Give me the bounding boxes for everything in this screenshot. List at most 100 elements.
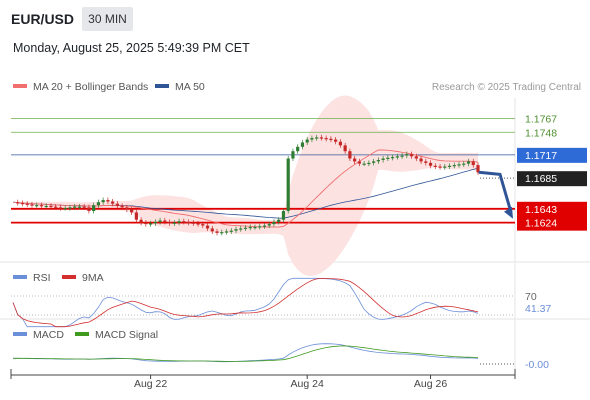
candle-body	[253, 227, 257, 229]
candle-body	[101, 200, 105, 203]
candle-body	[334, 139, 338, 142]
candle-body	[315, 137, 319, 139]
candle-body	[220, 232, 224, 234]
candle-body	[44, 205, 48, 208]
candle-body	[87, 207, 91, 211]
macd-signal-legend-label: MACD Signal	[95, 329, 158, 341]
candle-body	[196, 223, 200, 225]
candle-body	[215, 231, 219, 233]
price-label-1.1643: 1.1643	[525, 204, 557, 216]
candle-body	[92, 205, 96, 211]
candle-body	[20, 202, 25, 205]
datetime-label: Monday, August 25, 2025 5:49:39 PM CET	[13, 41, 250, 55]
candle-body	[281, 210, 286, 220]
candle-body	[149, 223, 153, 225]
candle-body	[296, 146, 300, 152]
candle-body	[49, 205, 53, 208]
candle-body	[462, 163, 466, 165]
candle-body	[324, 138, 328, 140]
candle-body	[25, 203, 29, 205]
price-label-1.1717: 1.1717	[525, 150, 557, 162]
candle-body	[106, 200, 110, 202]
candle-body	[310, 138, 314, 140]
candle-body	[438, 166, 442, 168]
price-label-1.1748: 1.1748	[525, 127, 557, 139]
candle-body	[409, 154, 414, 157]
candle-body	[177, 221, 181, 223]
candle-body	[338, 141, 342, 146]
candle-body	[115, 203, 119, 206]
candle-body	[243, 227, 248, 229]
rsi-70-label: 70	[525, 291, 537, 303]
candle-body	[262, 225, 267, 227]
candle-body	[163, 220, 167, 222]
candle-body	[476, 165, 480, 173]
price-tag-1.1717	[517, 147, 587, 163]
candle-body	[367, 162, 371, 165]
candle-body	[144, 222, 148, 225]
candle-body	[16, 202, 20, 204]
forecast-arrow-icon	[478, 170, 512, 211]
candle-body	[329, 138, 333, 141]
candle-body	[210, 228, 214, 232]
macd-signal-legend-swatch	[75, 332, 89, 336]
candle-body	[452, 165, 456, 167]
candle-body	[457, 164, 461, 166]
candle-body	[201, 224, 205, 226]
last-price-tag	[517, 171, 587, 187]
candle-body	[300, 142, 305, 147]
ma20-legend-label: MA 20 + Bollinger Bands	[33, 81, 148, 93]
candle-body	[158, 220, 162, 222]
candle-body	[319, 137, 324, 139]
candle-body	[424, 161, 428, 163]
candle-body	[248, 227, 252, 229]
candle-body	[167, 221, 172, 224]
candle-body	[186, 221, 191, 224]
timeframe-badge[interactable]: 30 MIN	[82, 7, 133, 31]
candle-body	[153, 221, 157, 224]
price-tag-1.1624	[517, 215, 587, 231]
candle-body	[77, 206, 82, 208]
candle-body	[229, 230, 233, 232]
candle-body	[30, 204, 34, 206]
candle-body	[343, 145, 347, 152]
pair-title: EUR/USD	[11, 11, 75, 27]
rsi-legend-swatch	[13, 275, 27, 279]
ma50-legend-swatch	[155, 84, 169, 88]
candle-body	[447, 165, 452, 167]
candle-body	[395, 156, 399, 158]
forecast-arrowhead-icon	[504, 206, 513, 219]
price-tag-1.1643	[517, 201, 587, 217]
price-label-1.1624: 1.1624	[525, 218, 557, 230]
candle-body	[82, 206, 86, 208]
candle-body	[182, 221, 186, 223]
candle-body	[68, 207, 72, 209]
candle-body	[139, 219, 143, 223]
macd-legend-label: MACD	[33, 329, 64, 341]
candle-body	[130, 209, 134, 213]
candle-body	[277, 219, 281, 222]
bollinger-band	[13, 95, 478, 277]
candle-body	[291, 151, 295, 159]
candle-body	[400, 155, 404, 157]
candle-body	[172, 222, 176, 224]
candle-body	[376, 159, 380, 162]
price-label-1.1767: 1.1767	[525, 113, 557, 125]
candle-body	[348, 151, 352, 159]
candle-body	[433, 165, 437, 167]
candle-body	[419, 158, 423, 162]
candle-body	[372, 161, 376, 163]
candle-body	[386, 157, 390, 159]
candle-body	[54, 206, 58, 208]
candle-body	[35, 205, 39, 207]
x-tick-label: Aug 24	[291, 378, 324, 390]
candle-body	[125, 207, 129, 210]
candle-body	[466, 161, 471, 164]
ma50-legend-label: MA 50	[175, 81, 205, 93]
candle-body	[120, 205, 124, 208]
x-tick-label: Aug 26	[414, 378, 447, 390]
candle-body	[272, 221, 276, 225]
credit-text: Research © 2025 Trading Central	[432, 82, 581, 93]
candle-body	[443, 166, 447, 168]
candle-body	[63, 208, 67, 210]
